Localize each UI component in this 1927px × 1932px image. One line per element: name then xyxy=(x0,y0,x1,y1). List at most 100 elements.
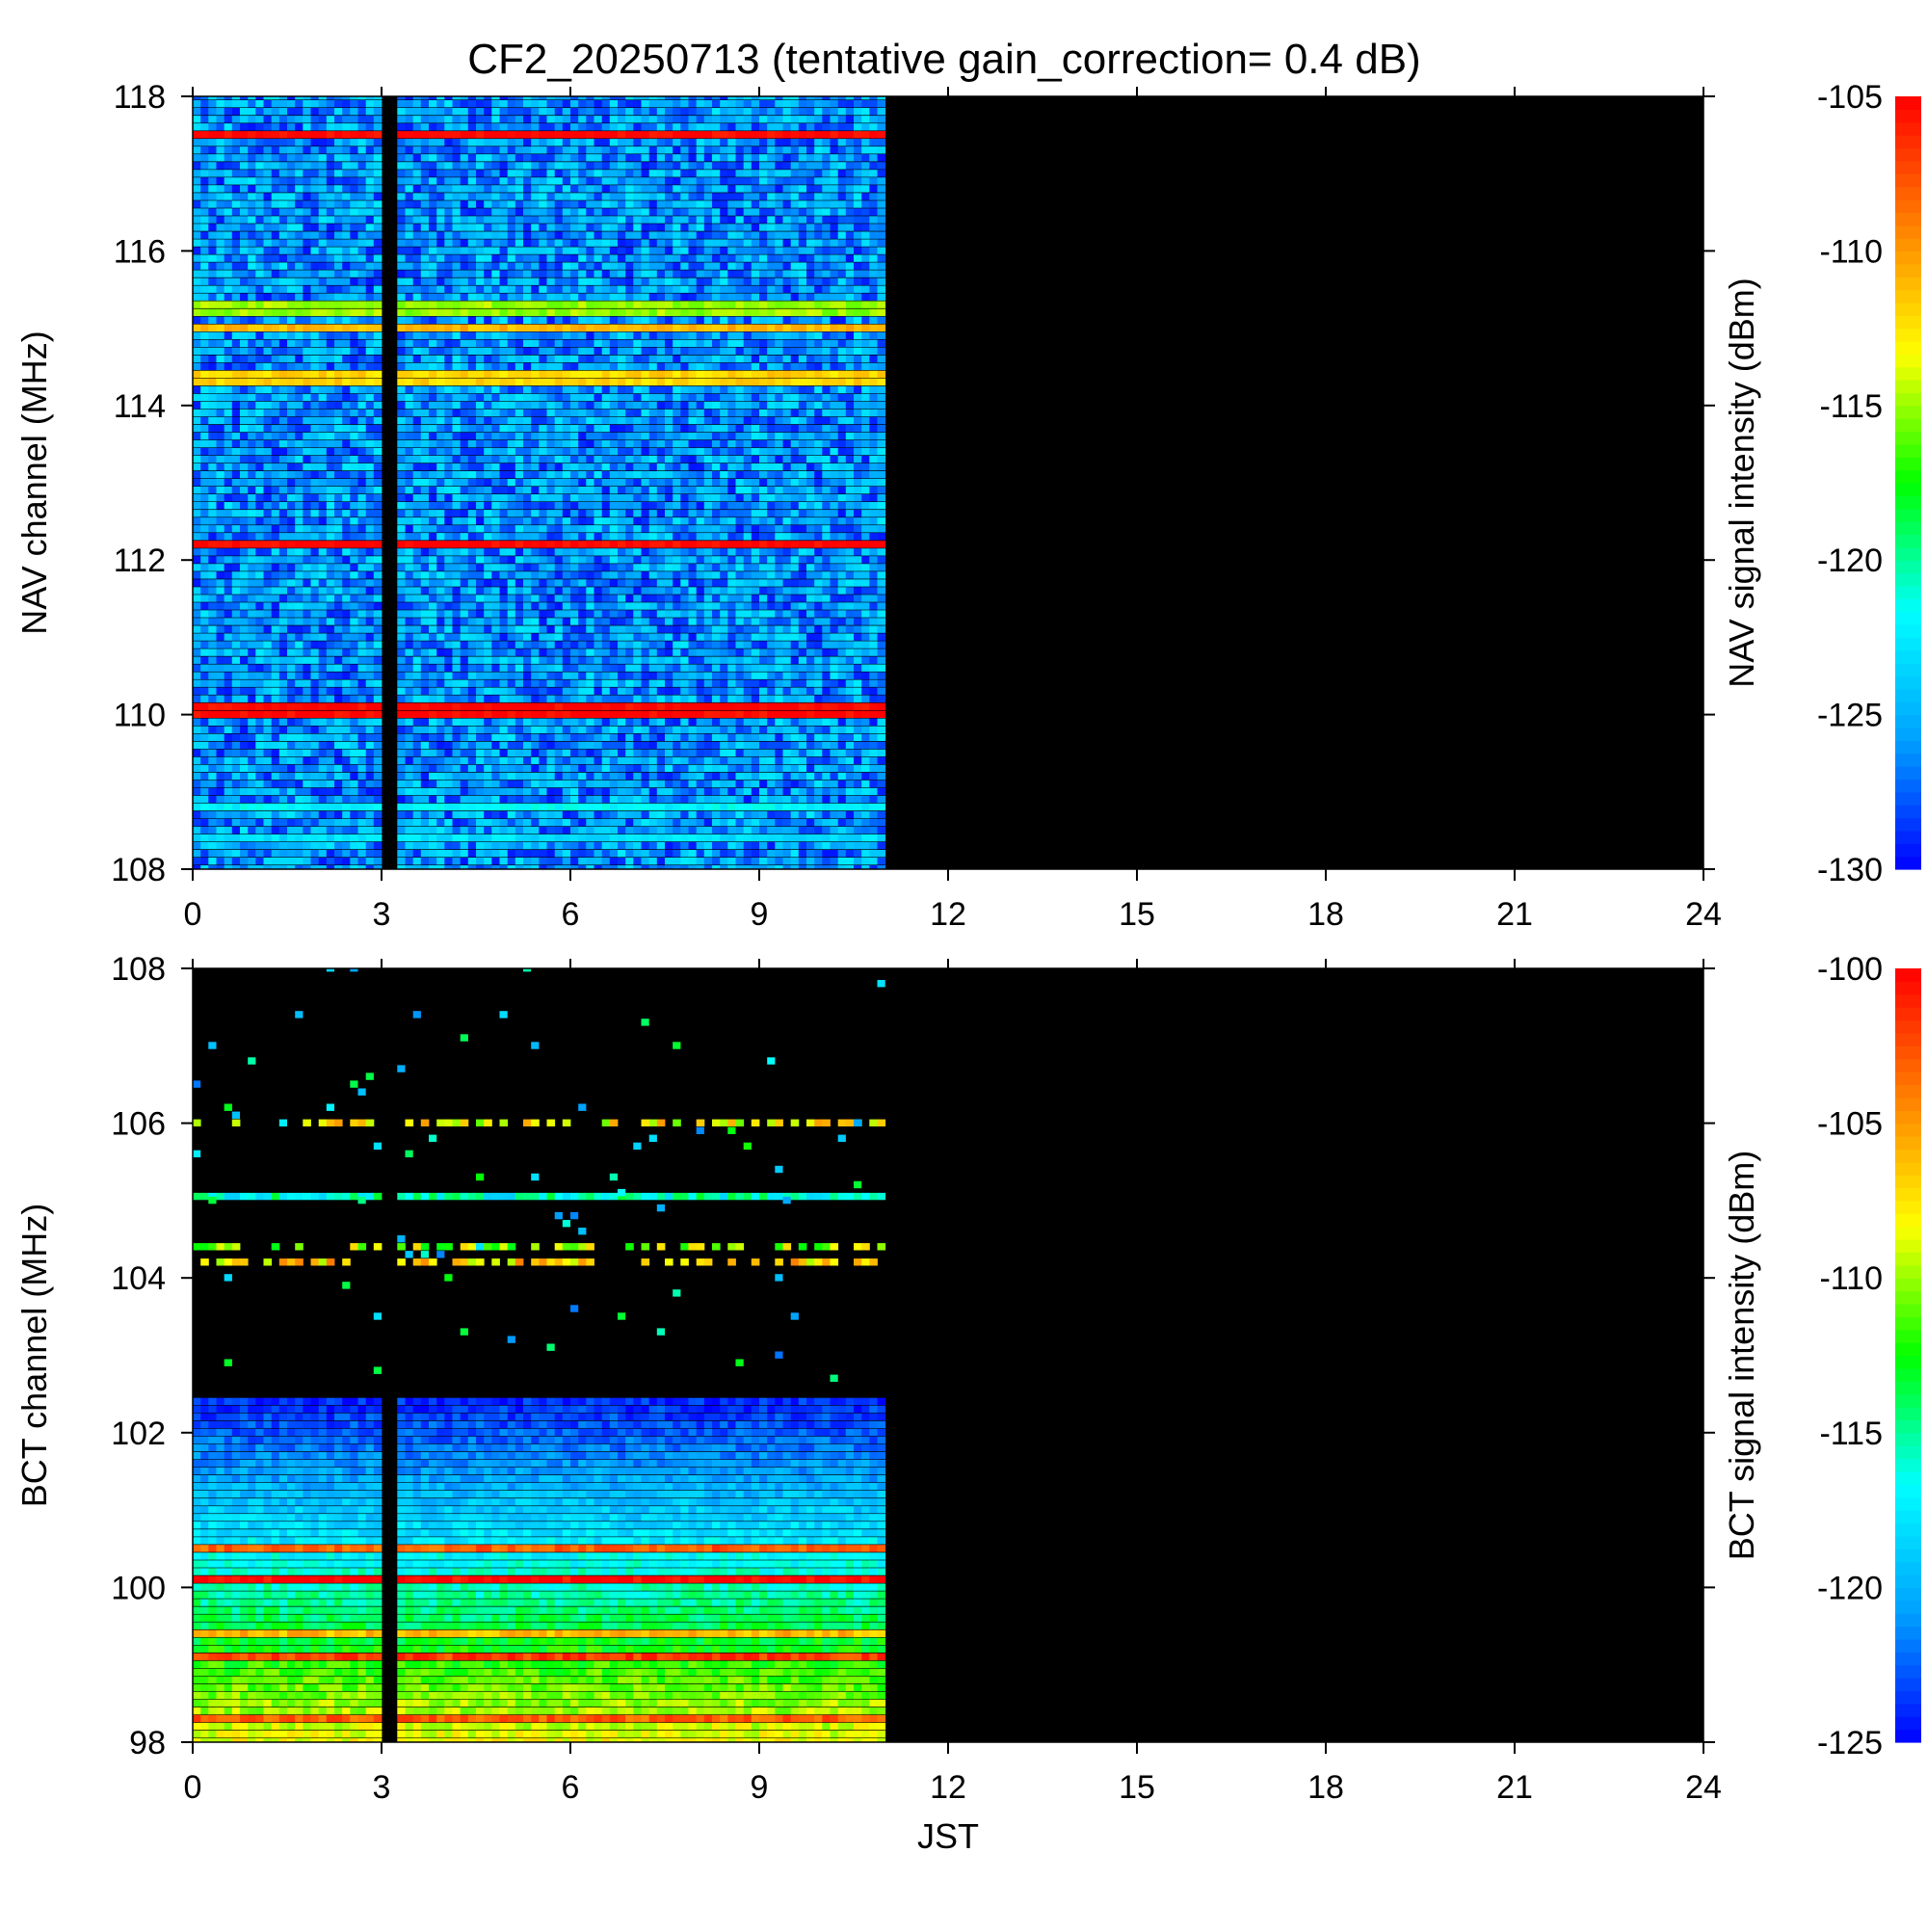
heatmap-cell xyxy=(224,494,233,502)
heatmap-cell xyxy=(436,826,445,834)
heatmap-cell xyxy=(263,865,273,869)
heatmap-cell xyxy=(648,533,658,541)
heatmap-cell xyxy=(397,525,406,533)
heatmap-cell xyxy=(633,865,642,869)
heatmap-cell xyxy=(412,579,422,587)
heatmap-cell xyxy=(531,610,540,618)
heatmap-cell xyxy=(476,865,485,869)
heatmap-cell xyxy=(782,564,792,571)
heatmap-cell xyxy=(460,648,469,656)
heatmap-cell xyxy=(586,494,594,502)
heatmap-cell xyxy=(405,487,414,494)
heatmap-cell xyxy=(845,687,855,695)
heatmap-cell xyxy=(231,494,241,502)
heatmap-cell xyxy=(806,510,815,517)
heatmap-cell xyxy=(476,648,485,656)
heatmap-cell xyxy=(200,702,209,710)
heatmap-cell xyxy=(727,618,736,625)
heatmap-cell xyxy=(618,756,626,765)
heatmap-cell xyxy=(586,648,594,656)
heatmap-cell xyxy=(491,602,500,610)
heatmap-cell xyxy=(782,471,792,479)
heatmap-cell xyxy=(806,494,815,502)
heatmap-cell xyxy=(727,533,736,541)
heatmap-cell xyxy=(350,695,358,702)
heatmap-cell xyxy=(578,548,587,556)
heatmap-cell xyxy=(484,432,492,440)
heatmap-cell xyxy=(673,695,681,702)
heatmap-cell xyxy=(523,672,532,679)
heatmap-cell xyxy=(688,780,698,788)
heatmap-cell xyxy=(830,548,839,556)
heatmap-cell xyxy=(767,625,776,633)
heatmap-cell xyxy=(334,487,343,494)
heatmap-cell xyxy=(759,510,768,517)
heatmap-cell xyxy=(271,656,280,664)
heatmap-cell xyxy=(837,548,847,556)
heatmap-cell xyxy=(208,664,217,672)
heatmap-cell xyxy=(240,741,249,750)
heatmap-cell xyxy=(743,787,752,796)
heatmap-cell xyxy=(397,710,406,718)
heatmap-cell xyxy=(208,517,217,525)
heatmap-cell xyxy=(822,795,831,804)
heatmap-cell xyxy=(680,494,689,502)
heatmap-cell xyxy=(405,633,414,641)
heatmap-cell xyxy=(625,525,634,533)
heatmap-cell xyxy=(673,571,681,579)
heatmap-cell xyxy=(499,541,509,548)
heatmap-cell xyxy=(208,439,217,448)
heatmap-cell xyxy=(546,826,556,834)
heatmap-cell xyxy=(405,618,414,625)
heatmap-cell xyxy=(491,556,500,564)
heatmap-cell xyxy=(814,455,823,463)
heatmap-cell xyxy=(822,780,831,788)
heatmap-cell xyxy=(845,818,855,827)
heatmap-cell xyxy=(633,726,642,733)
heatmap-cell xyxy=(491,787,500,796)
heatmap-cell xyxy=(814,695,823,702)
heatmap-cell xyxy=(539,818,547,827)
heatmap-cell xyxy=(350,471,358,479)
heatmap-cell xyxy=(688,618,698,625)
heatmap-cell xyxy=(200,818,209,827)
heatmap-cell xyxy=(240,533,249,541)
heatmap-cell xyxy=(278,772,288,781)
heatmap-cell xyxy=(224,618,233,625)
heatmap-cell xyxy=(798,510,807,517)
heatmap-cell xyxy=(759,810,768,819)
heatmap-cell xyxy=(869,733,878,741)
heatmap-cell xyxy=(830,525,839,533)
heatmap-cell xyxy=(648,525,658,533)
heatmap-cell xyxy=(436,695,445,702)
heatmap-cell xyxy=(609,625,619,633)
heatmap-cell xyxy=(562,687,571,695)
heatmap-cell xyxy=(578,865,587,869)
heatmap-cell xyxy=(484,810,492,819)
heatmap-cell xyxy=(334,726,343,733)
heatmap-cell xyxy=(491,633,500,641)
heatmap-cell xyxy=(665,803,673,811)
heatmap-cell xyxy=(278,579,288,587)
heatmap-cell xyxy=(688,439,698,448)
heatmap-cell xyxy=(798,494,807,502)
heatmap-cell xyxy=(193,541,201,548)
heatmap-cell xyxy=(743,749,752,757)
heatmap-cell xyxy=(318,494,328,502)
heatmap-cell xyxy=(255,710,264,718)
heatmap-cell xyxy=(782,494,792,502)
heatmap-cell xyxy=(735,517,745,525)
heatmap-cell xyxy=(278,432,288,440)
heatmap-cell xyxy=(476,494,485,502)
heatmap-cell xyxy=(436,787,445,796)
heatmap-cell xyxy=(499,741,509,750)
heatmap-cell xyxy=(767,741,776,750)
heatmap-cell xyxy=(751,487,760,494)
heatmap-cell xyxy=(546,756,556,765)
heatmap-cell xyxy=(420,548,430,556)
heatmap-cell xyxy=(248,587,256,595)
heatmap-cell xyxy=(342,556,351,564)
heatmap-cell xyxy=(696,733,705,741)
heatmap-cell xyxy=(342,494,351,502)
heatmap-cell xyxy=(200,850,209,858)
